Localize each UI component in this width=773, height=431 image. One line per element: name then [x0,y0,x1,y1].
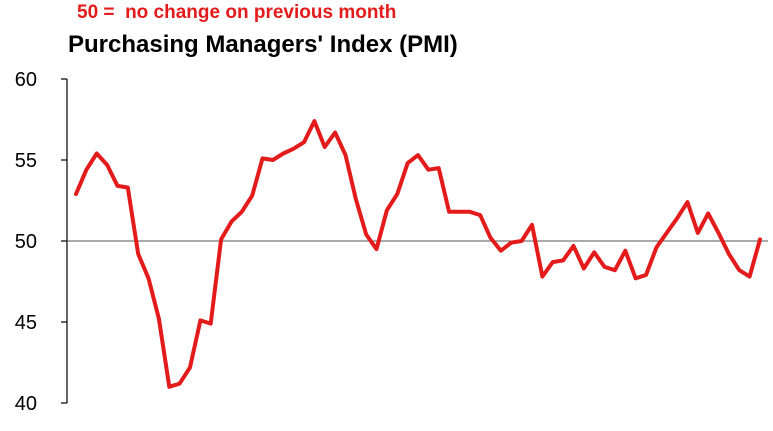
data-point [271,158,275,162]
data-point [375,247,379,251]
data-point [157,317,161,321]
data-point [561,258,565,262]
data-point [603,265,607,269]
data-point [489,236,493,240]
data-point [613,268,617,272]
data-point [84,168,88,172]
data-point [634,276,638,280]
data-point [240,210,244,214]
data-point [520,239,524,243]
data-point [644,273,648,277]
data-point [499,249,503,253]
y-tick-label: 45 [15,312,37,334]
data-point [126,186,130,190]
data-point [198,318,202,322]
data-point [416,153,420,157]
data-point [364,233,368,237]
data-point [323,145,327,149]
data-point [167,385,171,389]
data-point [385,208,389,212]
data-point [572,244,576,248]
data-point [748,275,752,279]
chart-title: Purchasing Managers' Index (PMI) [68,31,458,58]
data-point [447,210,451,214]
data-point [426,168,430,172]
y-tick-label: 40 [15,393,37,415]
data-point [344,153,348,157]
data-point [686,200,690,204]
data-point [706,212,710,216]
data-point [219,237,223,241]
data-point [136,252,140,256]
data-point [95,152,99,156]
data-point [116,184,120,188]
data-point [354,197,358,201]
y-tick-label: 55 [15,150,37,172]
data-point [582,267,586,271]
data-point [468,210,472,214]
y-tick-label: 60 [15,69,37,91]
data-point [717,231,721,235]
data-point [281,152,285,156]
data-point [727,252,731,256]
data-point [250,194,254,198]
data-point [478,213,482,217]
data-point [209,322,213,326]
data-point [509,241,513,245]
data-point [302,140,306,144]
data-point [654,246,658,250]
data-point [530,223,534,227]
data-point [737,268,741,272]
data-point [292,147,296,151]
data-point [540,275,544,279]
data-point [147,276,151,280]
data-point [406,161,410,165]
pmi-series-line [74,119,762,389]
data-point [437,166,441,170]
data-point [665,231,669,235]
data-point [675,216,679,220]
data-point [312,119,316,123]
data-point [178,382,182,386]
data-point [758,237,762,241]
data-point [395,192,399,196]
data-point [551,260,555,264]
data-point [188,365,192,369]
data-point [74,192,78,196]
data-point [592,250,596,254]
data-point [230,220,234,224]
data-point [458,210,462,214]
y-axis: 40 45 50 55 60 [15,69,68,415]
chart-subtitle: 50 = no change on previous month [77,2,397,23]
data-point [623,249,627,253]
data-point [696,231,700,235]
data-point [333,131,337,135]
y-tick-label: 50 [15,231,37,253]
data-point [261,156,265,160]
series-group [74,119,762,389]
data-point [105,163,109,167]
